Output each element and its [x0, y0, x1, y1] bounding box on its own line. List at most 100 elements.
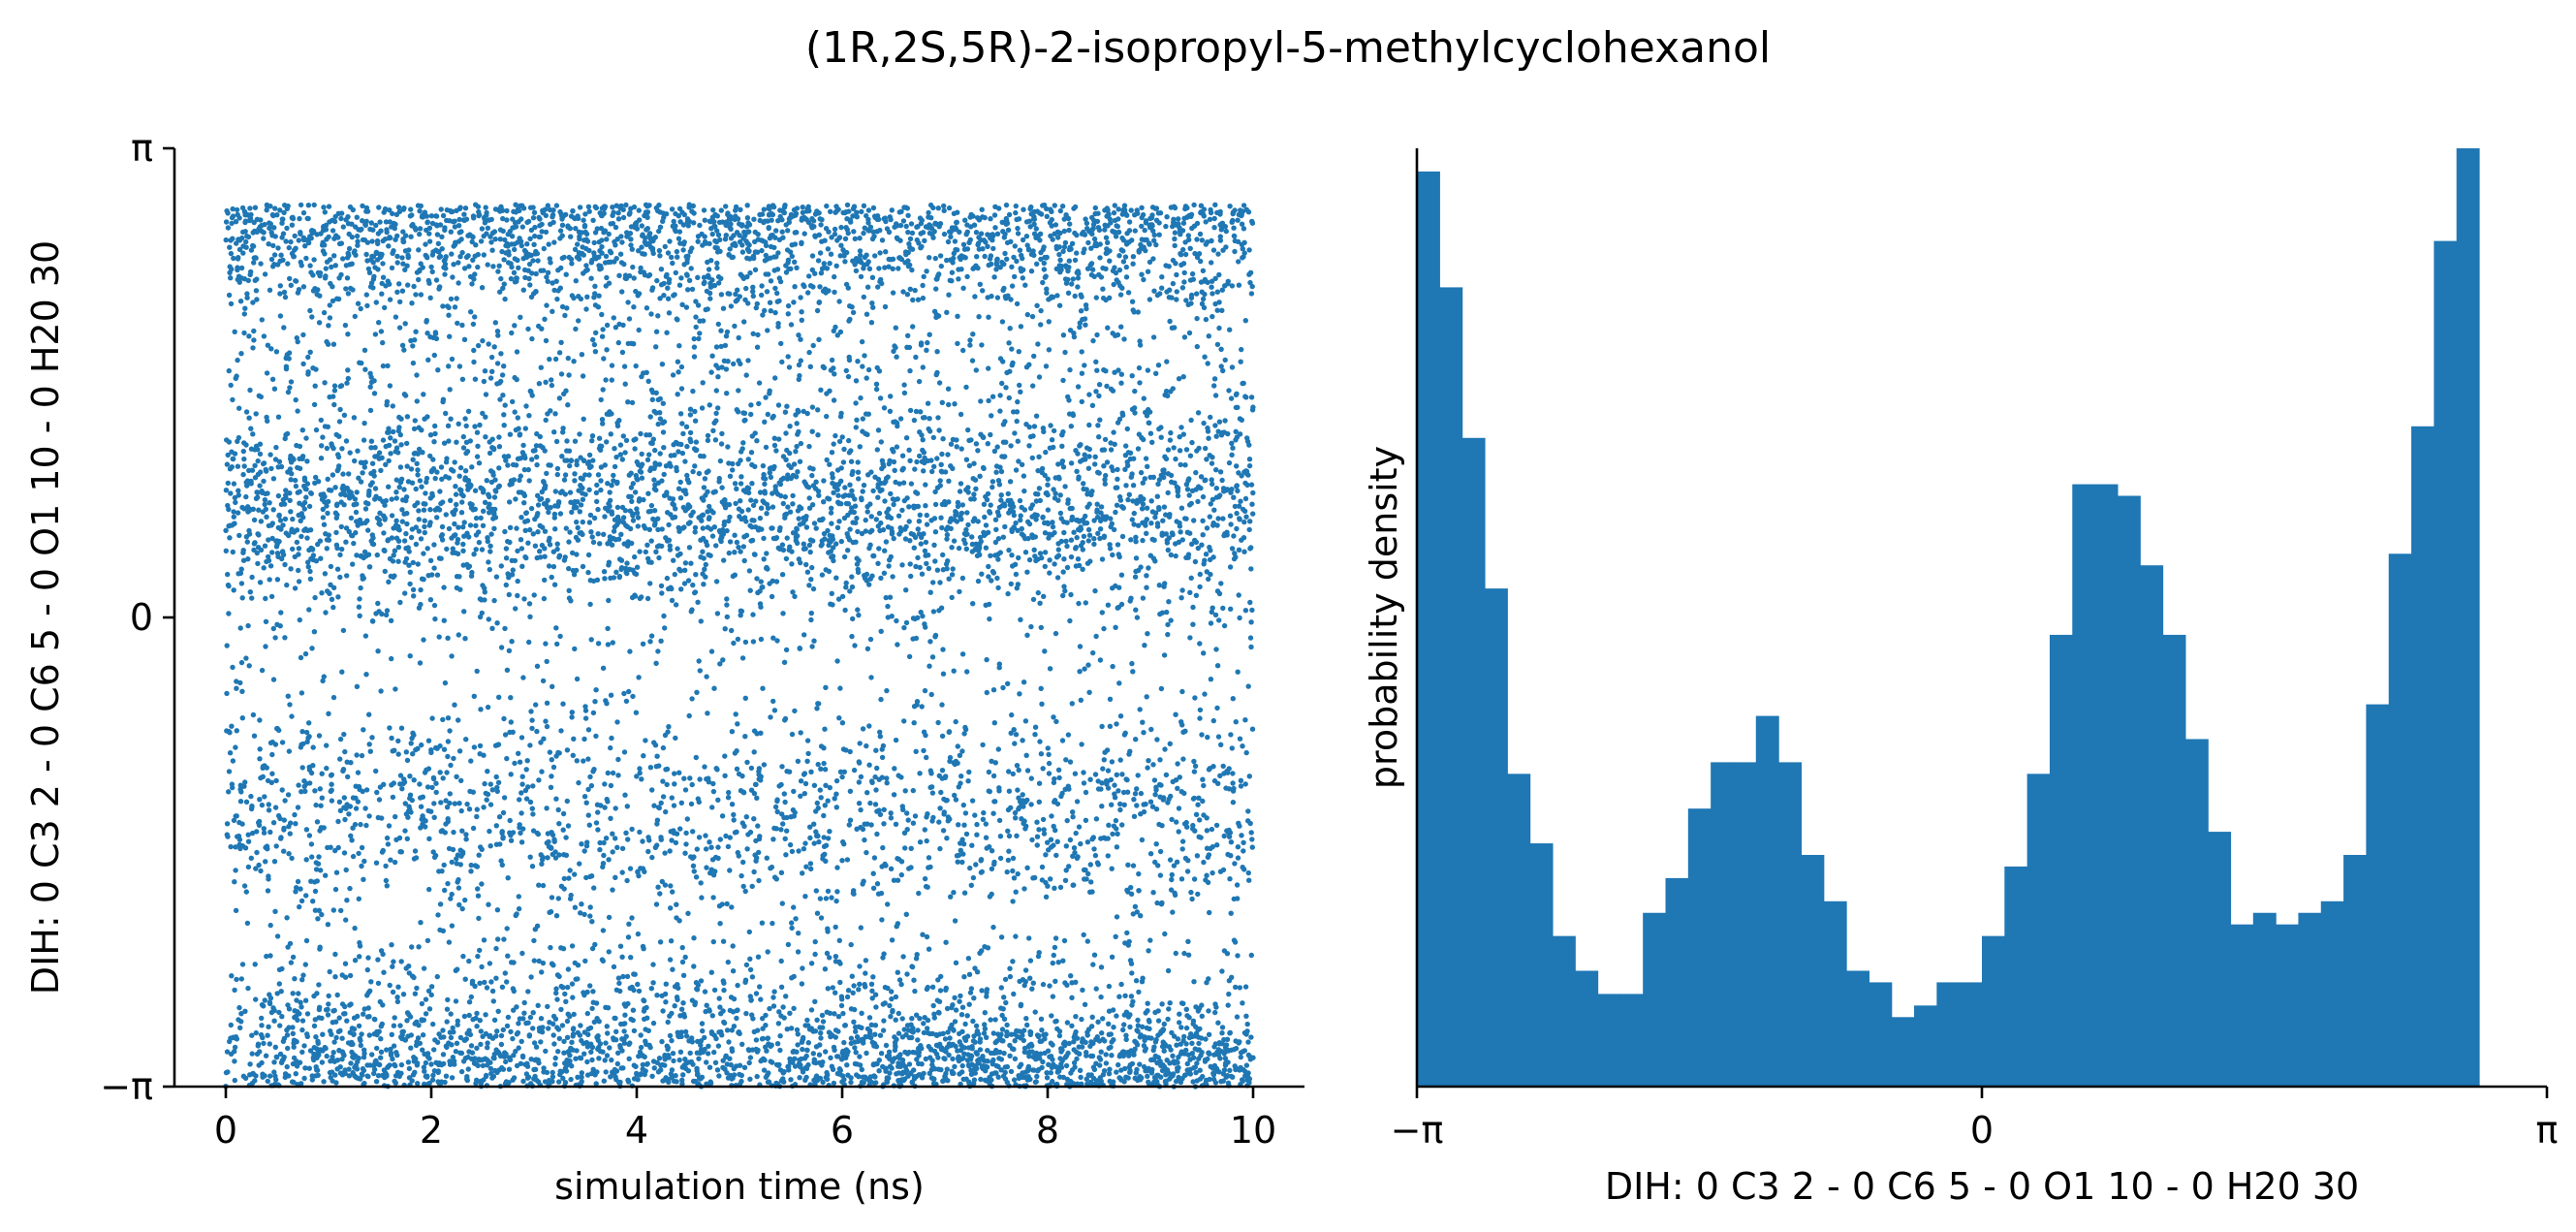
- scatter-point: [514, 525, 519, 531]
- scatter-point: [354, 214, 360, 220]
- scatter-point: [626, 688, 632, 695]
- scatter-point: [481, 508, 487, 514]
- scatter-point: [687, 1050, 693, 1057]
- scatter-point: [224, 1049, 231, 1055]
- scatter-point: [554, 541, 560, 547]
- scatter-point: [461, 211, 467, 217]
- scatter-point: [562, 312, 568, 319]
- scatter-point: [649, 1073, 655, 1080]
- scatter-point: [709, 533, 716, 539]
- scatter-point: [398, 725, 405, 731]
- scatter-point: [426, 836, 432, 841]
- scatter-point: [445, 423, 452, 428]
- scatter-point: [383, 612, 390, 618]
- scatter-point: [474, 1024, 480, 1029]
- scatter-point: [417, 781, 423, 787]
- scatter-point: [415, 467, 421, 473]
- scatter-point: [451, 262, 456, 268]
- scatter-point: [231, 509, 236, 515]
- scatter-point: [330, 694, 337, 701]
- scatter-point: [431, 439, 437, 445]
- scatter-point: [691, 354, 698, 360]
- scatter-point: [410, 343, 416, 349]
- scatter-point: [390, 794, 396, 801]
- scatter-point: [584, 1010, 590, 1017]
- scatter-point: [702, 989, 708, 995]
- scatter-point: [323, 227, 330, 233]
- scatter-point: [344, 1018, 350, 1024]
- scatter-point: [243, 493, 249, 500]
- scatter-point: [330, 394, 336, 399]
- scatter-point: [550, 563, 557, 570]
- scatter-point: [518, 1060, 524, 1067]
- scatter-point: [669, 206, 675, 212]
- scatter-point: [225, 834, 231, 839]
- scatter-point: [403, 494, 410, 500]
- scatter-point: [281, 848, 287, 854]
- scatter-point: [518, 314, 523, 320]
- scatter-point: [486, 901, 491, 907]
- scatter-point: [232, 521, 237, 526]
- scatter-point: [588, 782, 595, 789]
- scatter-point: [231, 587, 236, 593]
- scatter-point: [587, 1025, 594, 1031]
- scatter-point: [257, 756, 263, 762]
- scatter-point: [246, 663, 252, 669]
- scatter-point: [347, 450, 353, 456]
- scatter-point: [718, 275, 724, 281]
- scatter-point: [557, 633, 563, 640]
- scatter-point: [424, 1073, 430, 1079]
- scatter-point: [266, 557, 272, 564]
- scatter-point: [663, 981, 669, 987]
- scatter-point: [629, 498, 635, 504]
- scatter-point: [642, 869, 647, 874]
- scatter-point: [415, 745, 421, 751]
- scatter-point: [562, 1080, 569, 1086]
- scatter-point: [337, 552, 343, 558]
- scatter-point: [263, 1053, 269, 1058]
- scatter-point: [665, 1019, 671, 1026]
- scatter-point: [461, 520, 467, 525]
- scatter-point: [690, 829, 696, 835]
- scatter-point: [609, 483, 614, 489]
- scatter-point: [404, 510, 410, 517]
- scatter-point: [582, 715, 589, 721]
- scatter-point: [659, 1038, 665, 1045]
- scatter-point: [520, 675, 526, 680]
- scatter-point: [728, 303, 735, 309]
- scatter-point: [308, 236, 314, 241]
- scatter-point: [267, 500, 272, 506]
- scatter-point: [384, 835, 391, 841]
- scatter-point: [428, 749, 434, 756]
- scatter-point: [714, 611, 721, 616]
- scatter-point: [647, 414, 653, 420]
- scatter-point: [248, 426, 254, 431]
- scatter-point: [331, 1039, 337, 1045]
- scatter-point: [393, 1080, 398, 1086]
- scatter-point: [318, 555, 324, 561]
- scatter-point: [543, 417, 549, 424]
- scatter-point: [529, 457, 535, 462]
- scatter-point: [553, 203, 560, 208]
- scatter-point: [617, 452, 623, 458]
- scatter-point: [541, 736, 547, 742]
- scatter-point: [437, 770, 443, 775]
- scatter-point: [654, 817, 661, 823]
- scatter-point: [550, 308, 555, 314]
- scatter-point: [356, 850, 361, 857]
- scatter-point: [236, 434, 242, 441]
- scatter-point: [361, 575, 366, 582]
- scatter-point: [456, 223, 462, 229]
- scatter-point: [559, 1023, 566, 1028]
- scatter-point: [702, 279, 707, 285]
- scatter-point: [606, 231, 612, 237]
- scatter-point: [632, 553, 638, 560]
- scatter-point: [395, 738, 401, 744]
- scatter-point: [270, 820, 277, 826]
- scatter-point: [398, 959, 404, 964]
- scatter-point: [564, 438, 570, 444]
- scatter-point: [454, 501, 459, 508]
- scatter-point: [403, 555, 410, 562]
- scatter-point: [297, 1011, 302, 1017]
- scatter-point: [696, 1056, 702, 1061]
